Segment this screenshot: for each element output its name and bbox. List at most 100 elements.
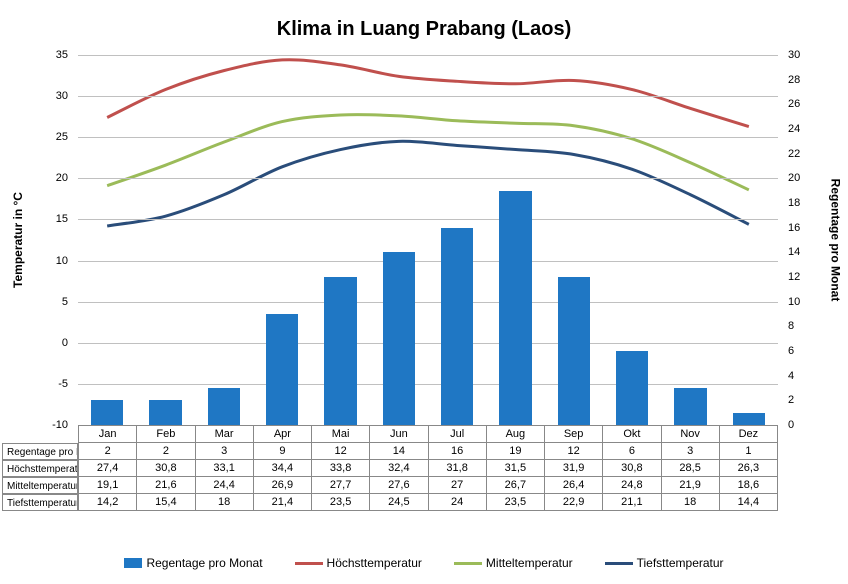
- table-cell: 27,7: [312, 477, 370, 494]
- y-tick-left: 25: [28, 131, 68, 143]
- gridline: [78, 219, 778, 220]
- legend: Regentage pro Monat Höchsttemperatur Mitte…: [0, 556, 848, 570]
- table-cell: 26,7: [486, 477, 544, 494]
- bar: [558, 277, 590, 425]
- table-cell: 24,4: [195, 477, 253, 494]
- bar: [324, 277, 356, 425]
- month-header: Feb: [137, 426, 195, 443]
- table-cell: 21,1: [603, 494, 661, 511]
- bar: [616, 351, 648, 425]
- table-cell: 30,8: [137, 460, 195, 477]
- month-header: Jan: [79, 426, 137, 443]
- table-cell: 32,4: [370, 460, 428, 477]
- y-tick-right: 16: [788, 222, 828, 234]
- row-label: Tiefsttemperatur: [2, 494, 78, 511]
- table-cell: 27: [428, 477, 486, 494]
- legend-label: Mitteltemperatur: [486, 556, 573, 570]
- table-cell: 24: [428, 494, 486, 511]
- row-label: Höchsttemperatur: [2, 460, 78, 477]
- table-cell: 12: [312, 443, 370, 460]
- y-tick-right: 18: [788, 197, 828, 209]
- table-cell: 22,9: [545, 494, 603, 511]
- row-label: Regentage pro Monat: [2, 443, 78, 460]
- month-header: Okt: [603, 426, 661, 443]
- y-tick-left: 5: [28, 296, 68, 308]
- legend-label: Höchsttemperatur: [327, 556, 422, 570]
- y-tick-left: 35: [28, 49, 68, 61]
- table-cell: 14: [370, 443, 428, 460]
- y-tick-right: 30: [788, 49, 828, 61]
- table-cell: 31,5: [486, 460, 544, 477]
- y-tick-right: 22: [788, 148, 828, 160]
- table-cell: 30,8: [603, 460, 661, 477]
- month-header: Sep: [545, 426, 603, 443]
- gridline: [78, 96, 778, 97]
- y-tick-left: 15: [28, 213, 68, 225]
- table-cell: 6: [603, 443, 661, 460]
- climate-chart: Klima in Luang Prabang (Laos) Temperatur…: [0, 0, 848, 584]
- table-cell: 31,8: [428, 460, 486, 477]
- month-header: Jul: [428, 426, 486, 443]
- table-cell: 18: [195, 494, 253, 511]
- bar: [91, 400, 123, 425]
- table-cell: 34,4: [253, 460, 311, 477]
- table-cell: 14,2: [79, 494, 137, 511]
- table-cell: 3: [195, 443, 253, 460]
- legend-line: [454, 562, 482, 565]
- legend-item: Mitteltemperatur: [454, 556, 573, 570]
- table-cell: 31,9: [545, 460, 603, 477]
- gridline: [78, 178, 778, 179]
- table-cell: 12: [545, 443, 603, 460]
- lines-layer: [78, 55, 778, 425]
- bar: [383, 252, 415, 425]
- y-tick-right: 0: [788, 419, 828, 431]
- table-cell: 26,9: [253, 477, 311, 494]
- table-cell: 26,3: [719, 460, 777, 477]
- table-cell: 24,8: [603, 477, 661, 494]
- table-cell: 14,4: [719, 494, 777, 511]
- bar: [499, 191, 531, 425]
- y-axis-left: Temperatur in °C -10-505101520253035: [0, 55, 78, 425]
- table-cell: 2: [137, 443, 195, 460]
- gridline: [78, 261, 778, 262]
- y-tick-right: 6: [788, 345, 828, 357]
- table-cell: 9: [253, 443, 311, 460]
- month-header: Mar: [195, 426, 253, 443]
- y-axis-left-label: Temperatur in °C: [11, 192, 25, 288]
- table-cell: 23,5: [486, 494, 544, 511]
- table-cell: 33,8: [312, 460, 370, 477]
- table-cell: 23,5: [312, 494, 370, 511]
- legend-line: [605, 562, 633, 565]
- table-cell: 28,5: [661, 460, 719, 477]
- gridline: [78, 302, 778, 303]
- table-cell: 21,4: [253, 494, 311, 511]
- legend-swatch: [124, 558, 142, 568]
- table-cell: 19,1: [79, 477, 137, 494]
- month-header: Dez: [719, 426, 777, 443]
- table-cell: 19: [486, 443, 544, 460]
- month-header: Nov: [661, 426, 719, 443]
- y-tick-right: 20: [788, 172, 828, 184]
- legend-item: Regentage pro Monat: [124, 556, 262, 570]
- y-tick-right: 12: [788, 271, 828, 283]
- y-axis-right: Regentage pro Monat 02468101214161820222…: [778, 55, 848, 425]
- table-cell: 33,1: [195, 460, 253, 477]
- table-cell: 1: [719, 443, 777, 460]
- table-cell: 27,6: [370, 477, 428, 494]
- bar: [674, 388, 706, 425]
- y-tick-right: 8: [788, 320, 828, 332]
- table-cell: 3: [661, 443, 719, 460]
- table-cell: 21,6: [137, 477, 195, 494]
- legend-item: Tiefsttemperatur: [605, 556, 724, 570]
- y-tick-right: 4: [788, 370, 828, 382]
- bar: [149, 400, 181, 425]
- y-tick-left: 10: [28, 255, 68, 267]
- gridline: [78, 55, 778, 56]
- table-cell: 2: [79, 443, 137, 460]
- month-header: Jun: [370, 426, 428, 443]
- gridline: [78, 137, 778, 138]
- chart-title: Klima in Luang Prabang (Laos): [10, 18, 838, 41]
- legend-item: Höchsttemperatur: [295, 556, 422, 570]
- legend-label: Tiefsttemperatur: [637, 556, 724, 570]
- line-hoechst: [107, 60, 749, 127]
